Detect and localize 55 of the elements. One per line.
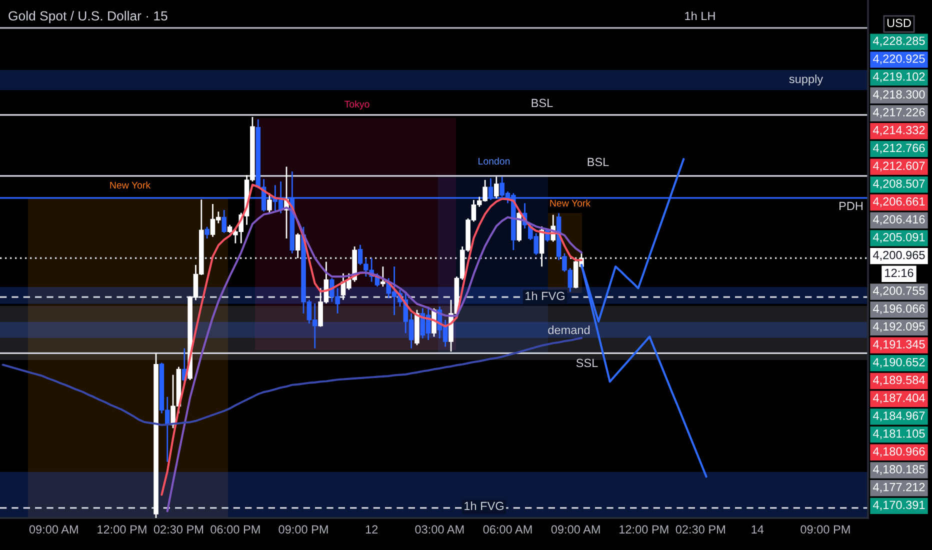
text: 4,220.925 xyxy=(873,54,925,64)
x-tick-label: 02:30 PM xyxy=(676,525,725,534)
x-tick-label: 09:00 AM xyxy=(29,525,78,534)
text: 4,189.584 xyxy=(873,376,925,386)
x-tick-label: 06:00 PM xyxy=(210,525,260,534)
text: 4,191.345 xyxy=(873,340,925,350)
text: Tokyo xyxy=(344,100,370,110)
text: 4,192.095 xyxy=(873,322,925,332)
text: 4,228.285 xyxy=(873,36,925,46)
text: 4,208.507 xyxy=(873,179,925,190)
text: 4,212.607 xyxy=(873,162,925,172)
text: 4,214.332 xyxy=(873,126,925,136)
x-tick-label: 12:00 PM xyxy=(98,525,146,534)
text: 4,187.404 xyxy=(873,394,925,404)
text: 4,212.766 xyxy=(873,144,925,154)
x-tick-label: 09:00 PM xyxy=(800,525,850,534)
annotation: 1h FVG xyxy=(526,291,564,300)
text: 4,180.966 xyxy=(873,447,925,457)
text: 1h LH xyxy=(685,12,715,20)
text: 4,217.226 xyxy=(873,108,925,118)
text: 4,206.661 xyxy=(873,197,925,208)
annotation: New York xyxy=(550,199,591,207)
text: 4,180.185 xyxy=(873,465,925,475)
text: 4,200.965 xyxy=(873,250,925,261)
x-tick-label: 12:00 PM xyxy=(620,525,668,534)
annotation: BSL xyxy=(588,158,609,166)
x-tick-label: 03:00 AM xyxy=(415,525,464,534)
text: 4,218.300 xyxy=(873,90,925,100)
annotation: demand xyxy=(548,325,590,334)
x-tick-label: 09:00 PM xyxy=(278,525,328,534)
annotation: New York xyxy=(110,181,151,189)
x-tick-label: 12 xyxy=(366,525,378,534)
x-tick-label: 09:00 AM xyxy=(551,525,600,534)
text: 4,177.212 xyxy=(873,482,925,493)
text: BSL xyxy=(532,98,553,108)
text: supply xyxy=(789,74,824,86)
annotation: 1h FVG xyxy=(464,501,504,510)
text: 4,184.967 xyxy=(873,412,925,422)
text: 4,206.416 xyxy=(873,215,925,225)
annotation: SSL xyxy=(576,358,598,368)
text: 4,190.652 xyxy=(873,358,925,368)
annotation: London xyxy=(478,157,510,165)
annotation: PDH xyxy=(840,202,862,210)
text: 12:16 xyxy=(885,268,914,278)
text: USD xyxy=(887,18,911,28)
x-tick-label: 02:30 PM xyxy=(154,525,204,534)
text: 4,200.755 xyxy=(873,286,925,296)
chart-title: Gold Spot / U.S. Dollar · 15 xyxy=(8,10,168,24)
text: 4,219.102 xyxy=(873,72,925,82)
x-tick-label: 14 xyxy=(752,525,764,534)
text: 4,196.066 xyxy=(873,304,925,314)
text: 4,170.391 xyxy=(873,500,925,511)
text: 4,205.091 xyxy=(873,233,925,243)
x-tick-label: 06:00 AM xyxy=(483,525,532,534)
text: 4,181.105 xyxy=(873,429,925,440)
